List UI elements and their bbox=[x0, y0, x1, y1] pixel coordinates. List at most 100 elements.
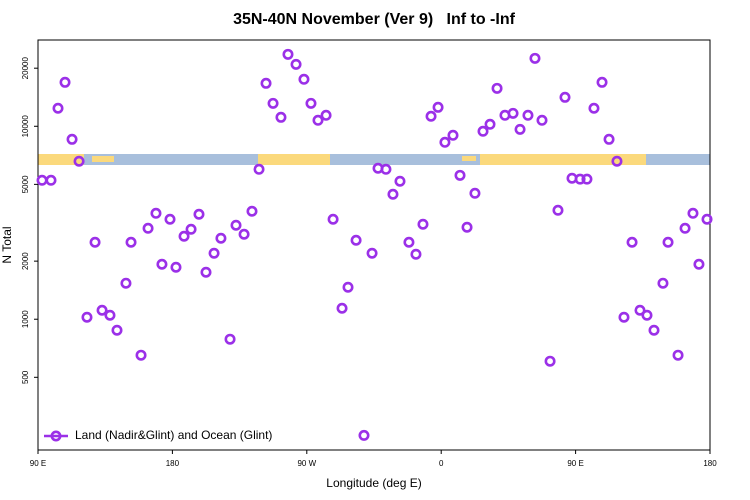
point bbox=[662, 236, 674, 248]
point bbox=[679, 222, 691, 234]
point bbox=[648, 324, 660, 336]
point bbox=[178, 230, 190, 242]
point bbox=[417, 218, 429, 230]
point bbox=[574, 173, 586, 185]
chart-title: 35N-40N November (Ver 9) Inf to -Inf bbox=[233, 11, 516, 28]
ocean-band bbox=[38, 154, 710, 165]
point bbox=[185, 223, 197, 235]
point bbox=[267, 97, 279, 109]
point bbox=[641, 309, 653, 321]
point bbox=[687, 207, 699, 219]
point bbox=[260, 77, 272, 89]
point bbox=[522, 109, 534, 121]
point bbox=[387, 188, 399, 200]
point bbox=[208, 247, 220, 259]
y-axis-label: N Total bbox=[0, 226, 14, 263]
point bbox=[59, 76, 71, 88]
point bbox=[701, 213, 713, 225]
x-axis-label: Longitude (deg E) bbox=[326, 476, 421, 490]
point bbox=[150, 207, 162, 219]
point bbox=[507, 107, 519, 119]
point bbox=[336, 302, 348, 314]
y-tick-label: 1000 bbox=[21, 310, 30, 328]
point bbox=[120, 277, 132, 289]
point bbox=[403, 236, 415, 248]
x-tick-label: 90 E bbox=[567, 459, 583, 468]
point bbox=[327, 213, 339, 225]
point bbox=[432, 101, 444, 113]
point bbox=[246, 205, 258, 217]
point bbox=[611, 155, 623, 167]
point bbox=[125, 236, 137, 248]
legend-label: Land (Nadir&Glint) and Ocean (Glint) bbox=[75, 428, 272, 442]
point bbox=[603, 133, 615, 145]
point bbox=[342, 281, 354, 293]
land-band bbox=[92, 156, 114, 162]
point bbox=[104, 309, 116, 321]
point bbox=[447, 129, 459, 141]
point bbox=[544, 355, 556, 367]
point bbox=[626, 236, 638, 248]
point bbox=[461, 221, 473, 233]
point bbox=[484, 118, 496, 130]
point bbox=[224, 333, 236, 345]
x-tick-label: 0 bbox=[439, 459, 444, 468]
y-tick-label: 500 bbox=[21, 370, 30, 384]
point bbox=[618, 311, 630, 323]
land-band bbox=[462, 156, 476, 161]
point bbox=[142, 222, 154, 234]
point bbox=[634, 304, 646, 316]
y-tick-label: 2000 bbox=[21, 252, 30, 270]
point bbox=[477, 125, 489, 137]
point bbox=[282, 48, 294, 60]
point bbox=[305, 97, 317, 109]
point bbox=[454, 169, 466, 181]
land-band bbox=[480, 154, 646, 165]
point bbox=[657, 277, 669, 289]
x-tick-label: 180 bbox=[703, 459, 717, 468]
point bbox=[89, 236, 101, 248]
point bbox=[552, 204, 564, 216]
plot-frame bbox=[37, 39, 711, 451]
point bbox=[394, 175, 406, 187]
point bbox=[111, 324, 123, 336]
point bbox=[312, 114, 324, 126]
land-band bbox=[38, 154, 84, 165]
point bbox=[672, 349, 684, 361]
point bbox=[170, 261, 182, 273]
point bbox=[320, 109, 332, 121]
point bbox=[73, 155, 85, 167]
point bbox=[66, 133, 78, 145]
point bbox=[96, 304, 108, 316]
point bbox=[81, 311, 93, 323]
point bbox=[596, 76, 608, 88]
point bbox=[238, 228, 250, 240]
point bbox=[693, 258, 705, 270]
point bbox=[52, 102, 64, 114]
point bbox=[193, 208, 205, 220]
point bbox=[380, 163, 392, 175]
point bbox=[200, 266, 212, 278]
point bbox=[410, 248, 422, 260]
point bbox=[514, 123, 526, 135]
y-tick-label: 5000 bbox=[21, 175, 30, 193]
point bbox=[581, 173, 593, 185]
point bbox=[469, 187, 481, 199]
point bbox=[559, 91, 571, 103]
point bbox=[45, 174, 57, 186]
point bbox=[135, 349, 147, 361]
point bbox=[36, 174, 48, 186]
point bbox=[215, 232, 227, 244]
legend-marker bbox=[50, 430, 62, 442]
y-tick-label: 10000 bbox=[21, 115, 30, 138]
y-tick-label: 20000 bbox=[21, 57, 30, 80]
point bbox=[230, 219, 242, 231]
x-tick-label: 90 W bbox=[297, 459, 316, 468]
x-tick-label: 180 bbox=[166, 459, 180, 468]
point bbox=[439, 136, 451, 148]
x-tick-label: 90 E bbox=[30, 459, 46, 468]
land-band bbox=[258, 154, 330, 165]
point bbox=[425, 110, 437, 122]
point bbox=[156, 258, 168, 270]
